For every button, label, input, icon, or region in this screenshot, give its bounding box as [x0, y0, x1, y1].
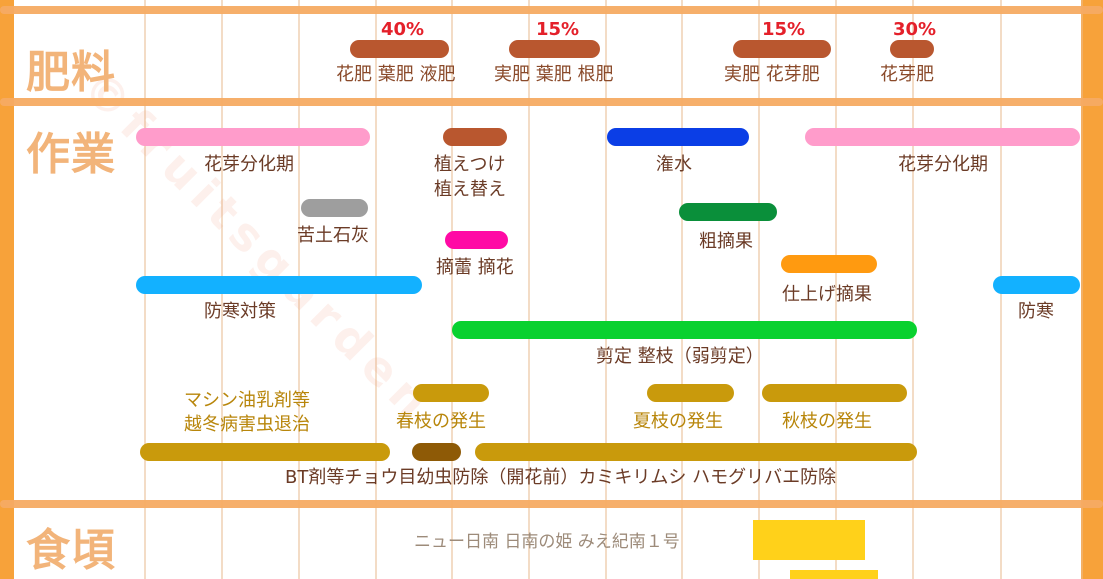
grid-line — [681, 0, 683, 579]
final-thinning-label: 仕上げ摘果 — [782, 284, 872, 305]
section-title-eating: 食頃 — [26, 525, 116, 576]
cold-protection-bar — [993, 276, 1080, 294]
divider-work-eating — [0, 500, 1103, 508]
spring-shoot-label: 春枝の発生 — [396, 411, 486, 432]
harvest-bar — [753, 520, 865, 560]
section-title-work: 作業 — [26, 129, 116, 180]
grid-line — [451, 0, 453, 579]
replanting-label: 植え替え — [434, 179, 506, 200]
flower-bud-label: 花芽分化期 — [898, 154, 988, 175]
fertilizer-label: 実肥 花芽肥 — [724, 64, 820, 85]
grid-line — [528, 0, 530, 579]
bud-thinning-bar — [445, 231, 508, 249]
pest-control-label: BT剤等チョウ目幼虫防除（開花前）カミキリムシ ハモグリバエ防除 — [285, 467, 837, 488]
summer-shoot-bar — [647, 384, 734, 402]
fertilizer-percent: 15% — [536, 19, 580, 40]
cold-protection-label: 防寒 — [1018, 301, 1054, 322]
grid-line — [912, 0, 914, 579]
fertilizer-percent: 30% — [893, 19, 937, 40]
frame-right-edge — [1081, 0, 1103, 579]
cold-protection-bar — [136, 276, 422, 294]
watermark: ©fruitsgarden — [71, 60, 446, 434]
rough-thinning-bar — [679, 203, 777, 221]
frame-left-edge — [0, 0, 14, 579]
grid-line — [758, 0, 760, 579]
lime-label: 苦土石灰 — [297, 225, 369, 246]
watering-label: 潅水 — [656, 154, 692, 175]
oil-treatment-bar — [140, 443, 390, 461]
variety-label: ニュー日南 日南の姫 みえ紀南１号 — [414, 532, 680, 552]
divider-top — [0, 6, 1103, 14]
autumn-shoot-bar — [762, 384, 907, 402]
flower-bud-bar — [805, 128, 1080, 146]
bt-treatment-bar — [412, 443, 461, 461]
lime-bar — [301, 199, 368, 217]
fertilizer-percent: 15% — [762, 19, 806, 40]
pruning-bar — [452, 321, 917, 339]
grid-line — [835, 0, 837, 579]
summer-shoot-label: 夏枝の発生 — [633, 411, 723, 432]
cold-protection-label: 防寒対策 — [204, 301, 276, 322]
spring-shoot-bar — [413, 384, 489, 402]
planting-label: 植えつけ — [434, 154, 506, 175]
section-title-fertilizer: 肥料 — [26, 47, 116, 98]
flower-bud-bar — [136, 128, 370, 146]
fertilizer-bar — [509, 40, 600, 58]
autumn-shoot-label: 秋枝の発生 — [782, 411, 872, 432]
pest-control-bar — [475, 443, 917, 461]
grid-line — [605, 0, 607, 579]
fertilizer-label: 花肥 葉肥 液肥 — [336, 64, 456, 85]
bud-thinning-label: 摘蕾 摘花 — [436, 257, 514, 278]
fertilizer-bar — [350, 40, 449, 58]
machine-oil-label: マシン油乳剤等 — [184, 390, 310, 411]
fertilizer-bar — [733, 40, 831, 58]
fertilizer-label: 実肥 葉肥 根肥 — [494, 64, 614, 85]
harvest-bar — [790, 570, 878, 579]
overwinter-pest-label: 越冬病害虫退治 — [184, 414, 310, 435]
flower-bud-label: 花芽分化期 — [204, 154, 294, 175]
fertilizer-bar — [890, 40, 934, 58]
rough-thinning-label: 粗摘果 — [699, 231, 753, 252]
divider-fertilizer-work — [0, 98, 1103, 106]
watering-bar — [607, 128, 749, 146]
pruning-label: 剪定 整枝（弱剪定） — [596, 346, 764, 367]
fertilizer-percent: 40% — [381, 19, 425, 40]
fertilizer-label: 花芽肥 — [880, 64, 934, 85]
final-thinning-bar — [781, 255, 877, 273]
planting-bar — [443, 128, 507, 146]
